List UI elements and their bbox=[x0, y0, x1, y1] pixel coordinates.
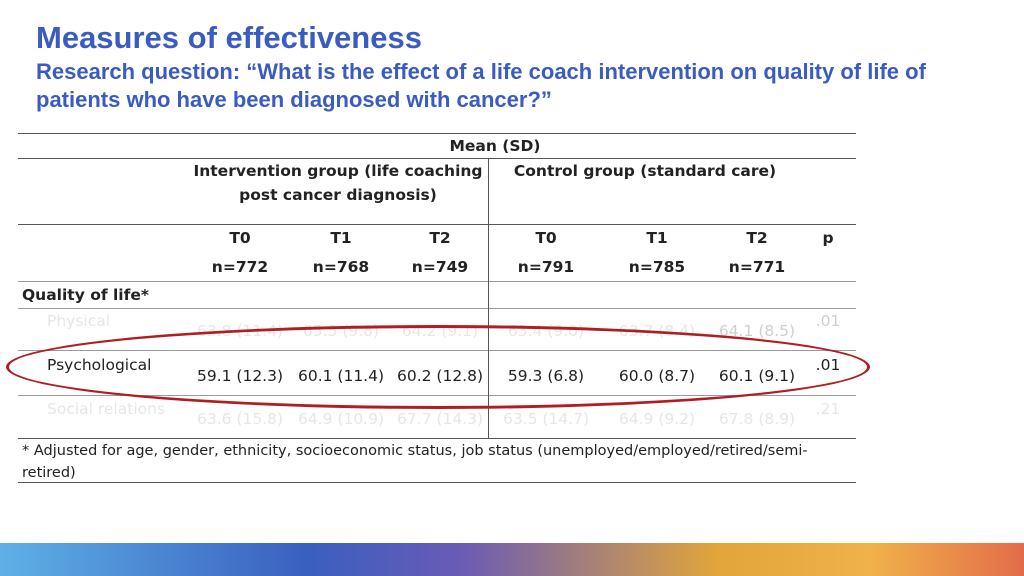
table-cell: 64.1 (8.5) bbox=[718, 322, 796, 340]
intervention-group-header-line2: post cancer diagnosis) bbox=[239, 186, 437, 204]
n-value: n=791 bbox=[517, 258, 575, 276]
time-header-t0-intervention: T0 bbox=[229, 229, 251, 247]
n-value: n=772 bbox=[211, 258, 269, 276]
table-rule-n bbox=[18, 281, 856, 282]
highlight-ellipse bbox=[6, 325, 870, 409]
decorative-gradient-bar bbox=[0, 543, 1024, 576]
table-cell: 67.8 (8.9) bbox=[718, 410, 796, 428]
row-label-social-relations: Social relations bbox=[47, 400, 166, 418]
n-value: n=785 bbox=[628, 258, 686, 276]
time-header-t2-control: T2 bbox=[746, 229, 768, 247]
slide-title: Measures of effectiveness bbox=[36, 20, 422, 55]
footnote-rule bbox=[18, 482, 856, 483]
table-rule-bottom bbox=[18, 438, 856, 439]
table-rule-section bbox=[18, 308, 856, 309]
control-group-header: Control group (standard care) bbox=[513, 162, 777, 180]
table-footnote-line2: retired) bbox=[22, 465, 76, 481]
table-cell: 64.9 (10.9) bbox=[297, 410, 385, 428]
n-value: n=768 bbox=[312, 258, 370, 276]
table-cell: 63.6 (15.8) bbox=[196, 410, 284, 428]
time-header-t1-control: T1 bbox=[646, 229, 668, 247]
intervention-group-header-line1: Intervention group (life coaching bbox=[193, 162, 483, 180]
table-cell: 64.9 (9.2) bbox=[618, 410, 696, 428]
table-footnote-line1: * Adjusted for age, gender, ethnicity, s… bbox=[22, 443, 808, 459]
mean-sd-header: Mean (SD) bbox=[449, 137, 541, 155]
time-header-t0-control: T0 bbox=[535, 229, 557, 247]
table-cell: 67.7 (14.3) bbox=[396, 410, 484, 428]
group-divider bbox=[488, 159, 489, 439]
table-rule-top bbox=[18, 133, 856, 134]
table-cell: 63.5 (14.7) bbox=[502, 410, 590, 428]
row-label-physical: Physical bbox=[47, 312, 111, 330]
p-value: .21 bbox=[815, 400, 841, 418]
table-rule-header bbox=[18, 158, 856, 159]
section-label-quality-of-life: Quality of life* bbox=[22, 286, 149, 304]
p-header: p bbox=[822, 229, 834, 247]
table-rule-group bbox=[18, 224, 856, 225]
time-header-t2-intervention: T2 bbox=[429, 229, 451, 247]
time-header-t1-intervention: T1 bbox=[330, 229, 352, 247]
slide-subtitle: Research question: “What is the effect o… bbox=[36, 59, 926, 112]
p-value: .01 bbox=[815, 312, 841, 330]
n-value: n=749 bbox=[411, 258, 469, 276]
n-value: n=771 bbox=[728, 258, 786, 276]
